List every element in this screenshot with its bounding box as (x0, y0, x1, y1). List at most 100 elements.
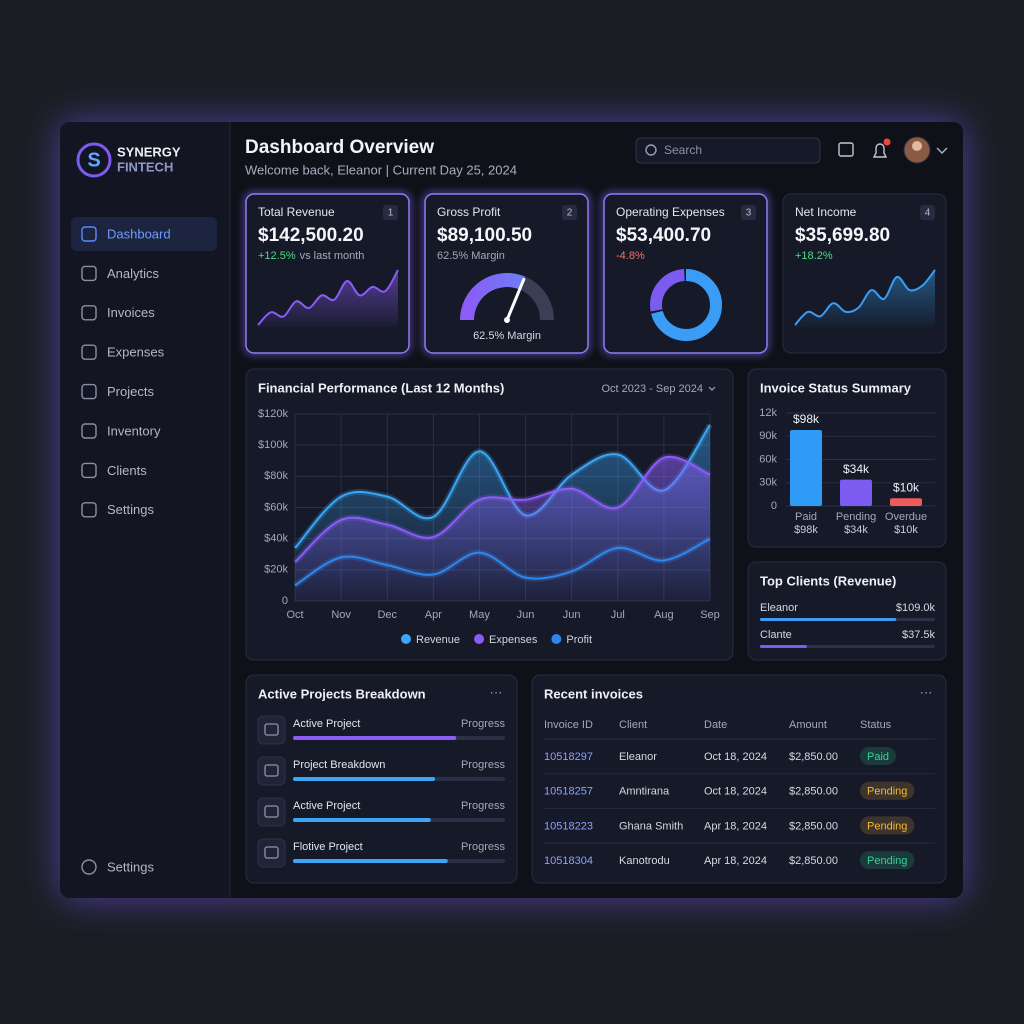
column-header: Invoice ID (544, 719, 593, 731)
bell-icon[interactable] (872, 143, 888, 158)
invoice-id[interactable]: 10518304 (544, 855, 593, 867)
progress-bar (293, 859, 448, 863)
kpi-badge-text: 2 (567, 208, 573, 219)
client-value: $109.0k (896, 602, 936, 614)
client-name: Clante (760, 629, 792, 641)
y-tick-label: $60k (264, 501, 288, 513)
sidebar (60, 122, 230, 898)
y-tick-label: 60k (759, 453, 777, 465)
kpi-label: Operating Expenses (616, 205, 725, 219)
invoice-id[interactable]: 10518297 (544, 751, 593, 763)
menu-dots[interactable]: ··· (920, 684, 933, 699)
page-title: Dashboard Overview (245, 137, 434, 158)
search-icon (645, 144, 657, 156)
bar (840, 479, 872, 506)
table-cell: Apr 18, 2024 (704, 855, 767, 867)
chart-title: Financial Performance (Last 12 Months) (258, 380, 504, 395)
invoices-card (531, 674, 947, 884)
progress-bar (760, 618, 897, 621)
x-tick-label: Aug (654, 609, 674, 621)
nav-item[interactable]: Settings (107, 859, 154, 874)
project-name: Active Project (293, 718, 360, 730)
kpi-badge-text: 1 (388, 208, 394, 219)
bar-value-label: $34k (843, 462, 870, 476)
gauge-needle (505, 277, 526, 322)
bar-sub-label: $98k (794, 524, 818, 536)
card-title: Active Projects Breakdown (258, 686, 426, 701)
kpi-badge (920, 205, 935, 220)
nav-icon (81, 226, 97, 242)
nav-icon (81, 423, 97, 439)
project-icon-box (257, 756, 286, 786)
client-name: Eleanor (760, 602, 798, 614)
invoice-id[interactable]: 10518257 (544, 786, 593, 798)
chart-title: Invoice Status Summary (760, 380, 912, 395)
project-icon-box (257, 797, 286, 827)
status-pill (860, 781, 915, 800)
progress-bar (293, 777, 436, 781)
y-tick-label: $80k (264, 470, 288, 482)
nav-item[interactable]: Invoices (107, 305, 155, 320)
menu-dots[interactable]: ··· (490, 684, 503, 699)
project-icon (264, 764, 279, 777)
legend-label: Profit (566, 634, 592, 646)
clients-card (747, 561, 947, 661)
status-text: Pending (867, 786, 907, 798)
logo (76, 142, 112, 178)
table-cell: Eleanor (619, 751, 657, 763)
nav-icon (81, 383, 97, 400)
date-range[interactable]: Oct 2023 - Sep 2024 (601, 383, 703, 395)
kpi-change: +12.5% (258, 250, 296, 262)
nav-item[interactable]: Settings (107, 502, 154, 517)
nav-item[interactable]: Expenses (107, 345, 165, 360)
notification-dot (883, 138, 891, 146)
nav-active-bg (71, 217, 217, 251)
nav-item[interactable]: Dashboard (107, 226, 171, 241)
profile-caret[interactable] (936, 147, 948, 154)
column-header: Amount (789, 719, 827, 731)
x-tick-label: Sep (700, 609, 720, 621)
kpi-card (603, 193, 768, 354)
table-cell: Amntirana (619, 786, 670, 798)
kpi-value: $89,100.50 (437, 225, 532, 246)
status-text: Paid (867, 751, 889, 763)
status-pill (860, 816, 915, 835)
table-cell: $2,850.00 (789, 751, 838, 763)
status-text: Pending (867, 855, 907, 867)
nav-item[interactable]: Analytics (107, 266, 160, 281)
x-tick-label: Oct (286, 609, 303, 621)
calendar-icon[interactable] (838, 142, 854, 157)
invoice-id[interactable]: 10518223 (544, 820, 593, 832)
nav-item[interactable]: Clients (107, 463, 147, 478)
table-cell: Apr 18, 2024 (704, 820, 767, 832)
project-name: Active Project (293, 800, 360, 812)
gauge-label: 62.5% Margin (473, 330, 541, 342)
progress-label: Progress (461, 759, 506, 771)
table-cell: Oct 18, 2024 (704, 786, 767, 798)
y-tick-label: 12k (759, 407, 777, 419)
legend-dot (401, 634, 411, 644)
nav-item[interactable]: Inventory (107, 423, 161, 438)
client-value: $37.5k (902, 629, 936, 641)
avatar-face (912, 141, 922, 151)
legend-label: Revenue (416, 634, 460, 646)
card-title: Recent invoices (544, 686, 643, 701)
progress-bar (293, 736, 457, 740)
x-tick-label: Paid (795, 511, 817, 523)
progress-bar (293, 818, 431, 822)
nav-item[interactable]: Projects (107, 384, 154, 399)
project-icon-box (257, 838, 286, 868)
kpi-note: 62.5% Margin (437, 250, 505, 262)
kpi-change: -4.8% (616, 250, 645, 262)
series-area (295, 456, 710, 601)
status-pill (860, 747, 897, 765)
sparkline-line (794, 269, 936, 326)
bar-value-label: $10k (893, 480, 920, 494)
nav-icon (81, 859, 97, 875)
search-box[interactable] (635, 137, 821, 164)
progress-bar (760, 645, 807, 648)
project-name: Flotive Project (293, 841, 363, 853)
legend-label: Expenses (489, 634, 538, 646)
